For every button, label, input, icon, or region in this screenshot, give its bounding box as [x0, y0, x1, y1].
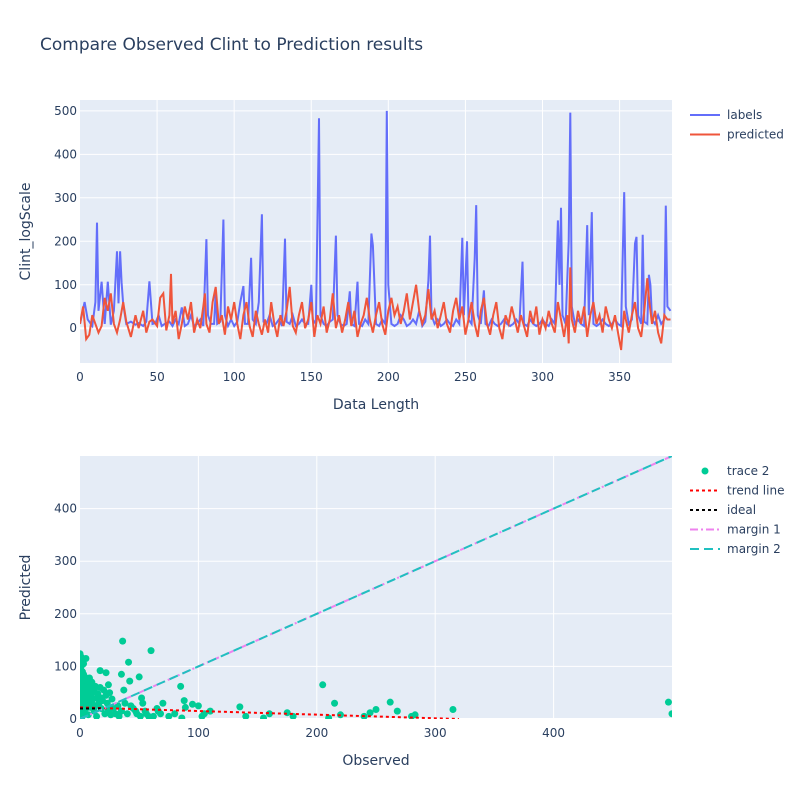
- y-tick-label: 200: [54, 234, 77, 248]
- y-tick-label: 400: [54, 502, 77, 516]
- scatter-point: [265, 710, 273, 718]
- y-tick-label: 500: [54, 104, 77, 118]
- legend-item-margin-2[interactable]: margin 2: [727, 542, 781, 556]
- legend-item-labels[interactable]: labels: [727, 108, 762, 122]
- x-tick-label: 400: [542, 726, 565, 740]
- legend: labels predicted: [690, 108, 784, 142]
- chart-title: Compare Observed Clint to Prediction res…: [40, 35, 423, 55]
- legend-item-trace-2[interactable]: trace 2: [727, 464, 769, 478]
- scatter-point: [668, 710, 672, 718]
- scatter-point: [100, 686, 108, 694]
- scatter-point: [147, 647, 155, 655]
- scatter-point: [80, 660, 88, 668]
- scatter-point: [121, 699, 129, 707]
- x-axis-label: Data Length: [333, 397, 419, 413]
- scatter-point: [366, 709, 374, 717]
- y-tick-label: 100: [54, 278, 77, 292]
- scatter-point: [108, 695, 116, 703]
- legend-marker: [701, 467, 709, 475]
- scatter-point: [159, 699, 167, 707]
- x-tick-label: 100: [187, 726, 210, 740]
- scatter-point: [82, 655, 90, 663]
- scatter-point: [180, 697, 188, 705]
- line-chart-panel: 0 50 100 150 200 250 300 350 0 100 200 300 400 500 Dat…: [18, 100, 784, 413]
- scatter-point: [102, 669, 110, 677]
- series-line-margin-2: [80, 456, 672, 719]
- scatter-point: [386, 698, 394, 706]
- scatter-point: [449, 706, 457, 714]
- x-tick-label: 150: [300, 370, 323, 384]
- plot-marks: [80, 110, 672, 351]
- scatter-point: [242, 712, 250, 719]
- x-tick-label: 300: [424, 726, 447, 740]
- scatter-point: [93, 712, 101, 719]
- scatter-point: [411, 711, 419, 719]
- x-tick-label: 0: [76, 726, 84, 740]
- x-tick-label: 0: [76, 370, 84, 384]
- scatter-point: [120, 686, 128, 694]
- x-tick-label: 200: [305, 726, 328, 740]
- y-axis-label: Predicted: [18, 555, 34, 621]
- series-line-predicted: [80, 267, 671, 351]
- scatter-point: [181, 703, 189, 711]
- scatter-point: [188, 700, 196, 708]
- y-tick-label: 0: [69, 712, 77, 726]
- scatter-point: [103, 699, 111, 707]
- scatter-point: [206, 707, 214, 715]
- scatter-point: [149, 712, 157, 719]
- scatter-point: [138, 694, 146, 702]
- scatter-point: [125, 658, 133, 666]
- scatter-point: [135, 673, 143, 681]
- plot-marks: [80, 456, 672, 719]
- scatter-point: [177, 682, 185, 690]
- x-axis-label: Observed: [342, 753, 409, 769]
- scatter-point: [119, 637, 127, 645]
- scatter-point: [157, 710, 165, 718]
- scatter-point: [96, 667, 104, 675]
- scatter-point: [165, 712, 173, 719]
- y-tick-label: 200: [54, 607, 77, 621]
- x-tick-label: 300: [531, 370, 554, 384]
- x-tick-label: 250: [454, 370, 477, 384]
- scatter-point: [319, 681, 327, 689]
- scatter-chart-panel: 0 100 200 300 400 0 100 200 300 400 Observed Predic…: [18, 456, 784, 769]
- y-tick-label: 300: [54, 554, 77, 568]
- scatter-point: [372, 706, 380, 714]
- legend-item-margin-1[interactable]: margin 1: [727, 523, 781, 537]
- y-tick-label: 100: [54, 659, 77, 673]
- legend-item-ideal[interactable]: ideal: [727, 503, 756, 517]
- scatter-point: [331, 699, 339, 707]
- scatter-point: [236, 703, 244, 711]
- scatter-point: [260, 714, 268, 719]
- scatter-point: [123, 710, 131, 718]
- legend: trace 2 trend line ideal margin 1 margin 2: [690, 464, 784, 556]
- x-tick-label: 50: [149, 370, 164, 384]
- scatter-point: [178, 714, 186, 719]
- scatter-point: [139, 699, 147, 707]
- y-tick-label: 300: [54, 191, 77, 205]
- scatter-point: [104, 681, 112, 689]
- legend-item-trend-line[interactable]: trend line: [727, 484, 784, 498]
- scatter-point: [194, 702, 202, 710]
- x-tick-label: 200: [377, 370, 400, 384]
- y-tick-label: 400: [54, 147, 77, 161]
- scatter-point: [126, 677, 134, 685]
- scatter-point: [136, 712, 144, 719]
- x-tick-label: 350: [608, 370, 631, 384]
- y-axis-label: Clint_logScale: [18, 183, 34, 281]
- x-tick-label: 100: [223, 370, 246, 384]
- scatter-point: [664, 698, 672, 706]
- legend-item-predicted[interactable]: predicted: [727, 128, 784, 142]
- scatter-point: [106, 689, 114, 697]
- scatter-point: [393, 707, 401, 715]
- scatter-point: [117, 670, 125, 678]
- y-tick-label: 0: [69, 321, 77, 335]
- scatter-point: [171, 710, 179, 718]
